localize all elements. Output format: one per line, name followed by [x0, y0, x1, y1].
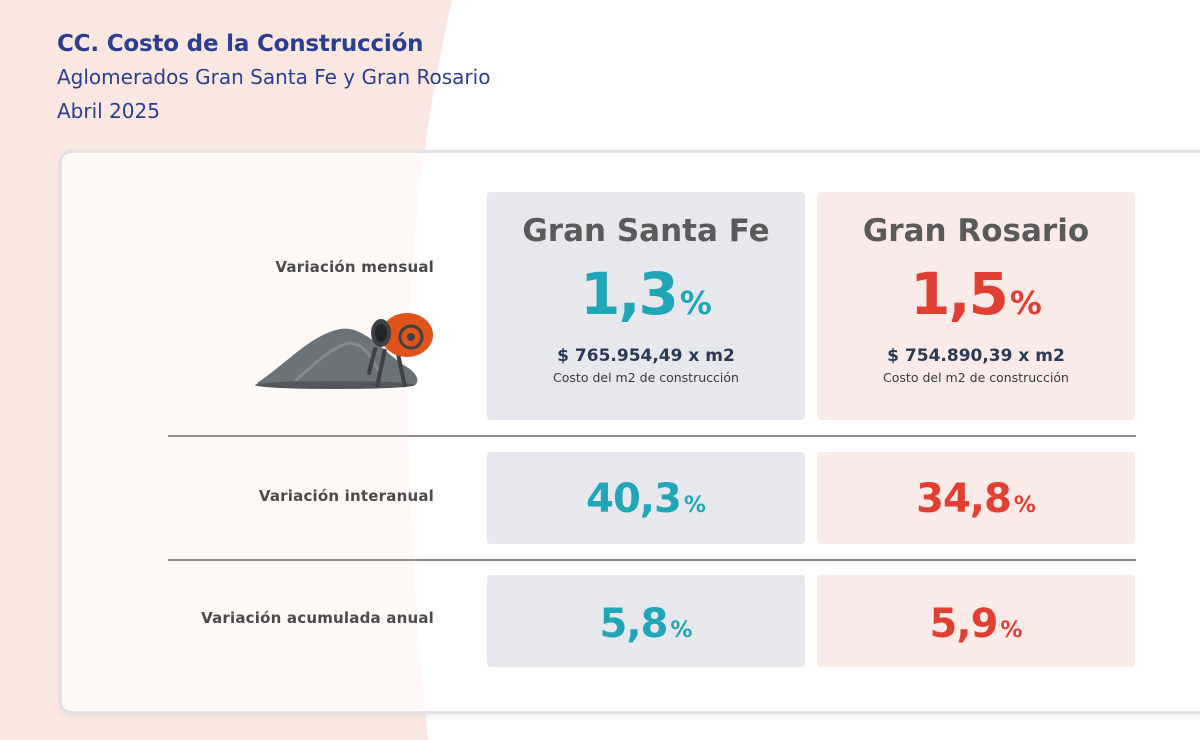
percent-unit: %: [1000, 618, 1023, 643]
rosario-cost-label: Costo del m2 de construcción: [883, 370, 1069, 385]
rosario-cost: $ 754.890,39 x m2: [887, 346, 1065, 366]
santa-fe-mensual-number: 1,3: [580, 260, 679, 328]
page-subtitle: Aglomerados Gran Santa Fe y Gran Rosario: [57, 65, 491, 89]
page-title: CC. Costo de la Construcción: [57, 31, 424, 57]
santa-fe-interanual-card: 40,3%: [487, 452, 805, 544]
percent-unit: %: [679, 284, 712, 322]
santa-fe-title: Gran Santa Fe: [522, 213, 770, 249]
rosario-interanual-card: 34,8%: [817, 452, 1135, 544]
santa-fe-acumulada-value: 5,8%: [487, 604, 805, 651]
rosario-interanual-value: 34,8%: [817, 479, 1135, 526]
percent-unit: %: [1013, 493, 1036, 518]
page-period: Abril 2025: [57, 99, 160, 123]
santa-fe-interanual-number: 40,3: [586, 476, 682, 522]
santa-fe-cost: $ 765.954,49 x m2: [557, 346, 735, 366]
santa-fe-mensual-card: Gran Santa Fe 1,3% $ 765.954,49 x m2 Cos…: [487, 192, 805, 420]
rosario-mensual-number: 1,5: [910, 260, 1009, 328]
rosario-acumulada-value: 5,9%: [817, 604, 1135, 651]
santa-fe-interanual-value: 40,3%: [487, 479, 805, 526]
rosario-acumulada-card: 5,9%: [817, 575, 1135, 667]
percent-unit: %: [670, 618, 693, 643]
row-label-interanual: Variación interanual: [258, 487, 434, 505]
header: CC. Costo de la Construcción Aglomerados…: [57, 28, 490, 128]
percent-unit: %: [1009, 284, 1042, 322]
rosario-mensual-value: 1,5%: [817, 262, 1135, 335]
cement-mixer-icon: [255, 313, 433, 389]
row-label-acumulada: Variación acumulada anual: [201, 609, 434, 627]
rosario-mensual-card: Gran Rosario 1,5% $ 754.890,39 x m2 Cost…: [817, 192, 1135, 420]
divider: [168, 435, 1136, 437]
divider: [168, 559, 1136, 561]
row-label-mensual: Variación mensual: [275, 258, 434, 276]
santa-fe-acumulada-number: 5,8: [599, 601, 669, 647]
santa-fe-mensual-value: 1,3%: [487, 262, 805, 335]
santa-fe-acumulada-card: 5,8%: [487, 575, 805, 667]
rosario-title: Gran Rosario: [862, 213, 1090, 249]
percent-unit: %: [683, 493, 706, 518]
rosario-interanual-number: 34,8: [916, 476, 1012, 522]
rosario-acumulada-number: 5,9: [929, 601, 999, 647]
santa-fe-cost-label: Costo del m2 de construcción: [553, 370, 739, 385]
